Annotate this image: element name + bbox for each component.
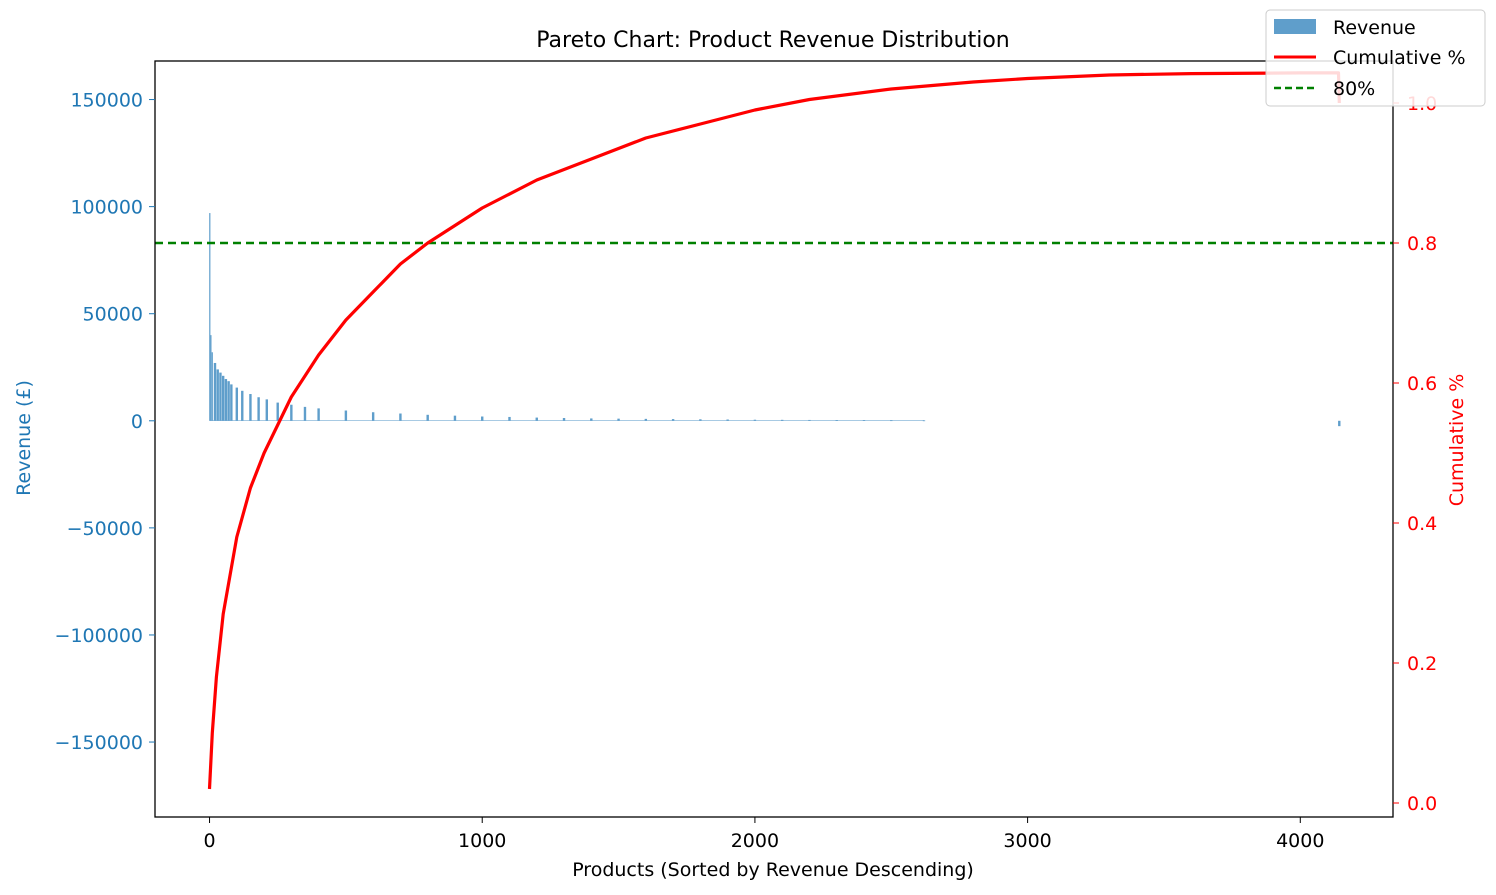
- revenue-bar: [481, 416, 484, 421]
- revenue-bar: [227, 381, 230, 421]
- revenue-bar: [209, 213, 211, 421]
- y-tick-label: −100000: [55, 625, 143, 647]
- revenue-bar: [644, 418, 648, 421]
- revenue-bar: [508, 416, 511, 421]
- x-tick-label: 3000: [1003, 830, 1051, 852]
- legend-revenue-label: Revenue: [1333, 17, 1416, 39]
- legend-box: [1265, 9, 1486, 107]
- revenue-bar: [590, 418, 593, 421]
- revenue-bar: [426, 414, 429, 421]
- revenue-bar-tail: [209, 420, 924, 421]
- legend-cumulative-label: Cumulative %: [1333, 47, 1466, 69]
- plot-border: [154, 60, 1394, 818]
- revenue-bars: [209, 213, 1341, 427]
- y2-axis-label: Cumulative %: [1446, 374, 1468, 507]
- revenue-bar: [344, 410, 348, 421]
- y2-tick-label: 0.0: [1407, 793, 1437, 815]
- revenue-bar: [235, 387, 239, 421]
- revenue-bar: [221, 375, 225, 421]
- revenue-bar: [241, 390, 244, 421]
- revenue-bar: [671, 419, 675, 421]
- y2-tick-label: 0.8: [1407, 233, 1437, 255]
- revenue-bar: [216, 369, 219, 421]
- plot-frame: [154, 60, 1394, 818]
- revenue-bar: [249, 394, 252, 421]
- x-tick-label: 0: [203, 830, 215, 852]
- revenue-bar: [257, 397, 260, 421]
- revenue-bar: [230, 384, 233, 421]
- y2-tick-label: 0.2: [1407, 653, 1437, 675]
- x-tick-label: 4000: [1276, 830, 1324, 852]
- cumulative-line-layer: [155, 71, 1393, 790]
- y2-tick-label: 0.6: [1407, 373, 1437, 395]
- revenue-bar: [219, 372, 222, 421]
- revenue-bar: [211, 352, 213, 421]
- legend-revenue-swatch: [1274, 19, 1316, 34]
- y-tick-label: 150000: [70, 90, 143, 112]
- revenue-bar: [699, 419, 702, 421]
- revenue-bar: [453, 415, 457, 421]
- revenue-bar: [276, 402, 279, 421]
- revenue-bar: [1338, 420, 1341, 427]
- y-axis-label: Revenue (£): [13, 380, 35, 496]
- revenue-bar: [726, 419, 729, 421]
- revenue-bar: [213, 362, 217, 421]
- cumulative-line: [207, 71, 1341, 790]
- revenue-bar: [562, 418, 566, 421]
- x-axis-label: Products (Sorted by Revenue Descending): [572, 859, 974, 881]
- revenue-bar: [290, 404, 293, 421]
- revenue-bar: [399, 413, 402, 421]
- x-tick-label: 1000: [458, 830, 506, 852]
- legend: Revenue Cumulative % 80%: [1265, 9, 1486, 107]
- revenue-bar: [265, 399, 269, 421]
- y-tick-label: 0: [131, 411, 143, 433]
- y-tick-label: 100000: [70, 197, 143, 219]
- revenue-bar: [303, 406, 307, 421]
- revenue-bar: [617, 418, 620, 421]
- revenue-bar: [535, 417, 538, 421]
- y-tick-label: −150000: [55, 732, 143, 754]
- y-tick-label: −50000: [67, 518, 143, 540]
- revenue-bar: [210, 335, 212, 421]
- y-tick-label: 50000: [83, 304, 143, 326]
- chart-title: Pareto Chart: Product Revenue Distributi…: [536, 28, 1009, 53]
- revenue-bar: [224, 379, 228, 421]
- x-tick-label: 2000: [731, 830, 779, 852]
- revenue-bar: [317, 408, 320, 421]
- legend-threshold-label: 80%: [1333, 78, 1375, 100]
- revenue-bar: [371, 412, 375, 421]
- y2-tick-label: 0.4: [1407, 513, 1437, 535]
- axis-ticks: 0 1000 2000 3000 4000 −150000 −100000 −50000 0 50…: [55, 90, 1438, 852]
